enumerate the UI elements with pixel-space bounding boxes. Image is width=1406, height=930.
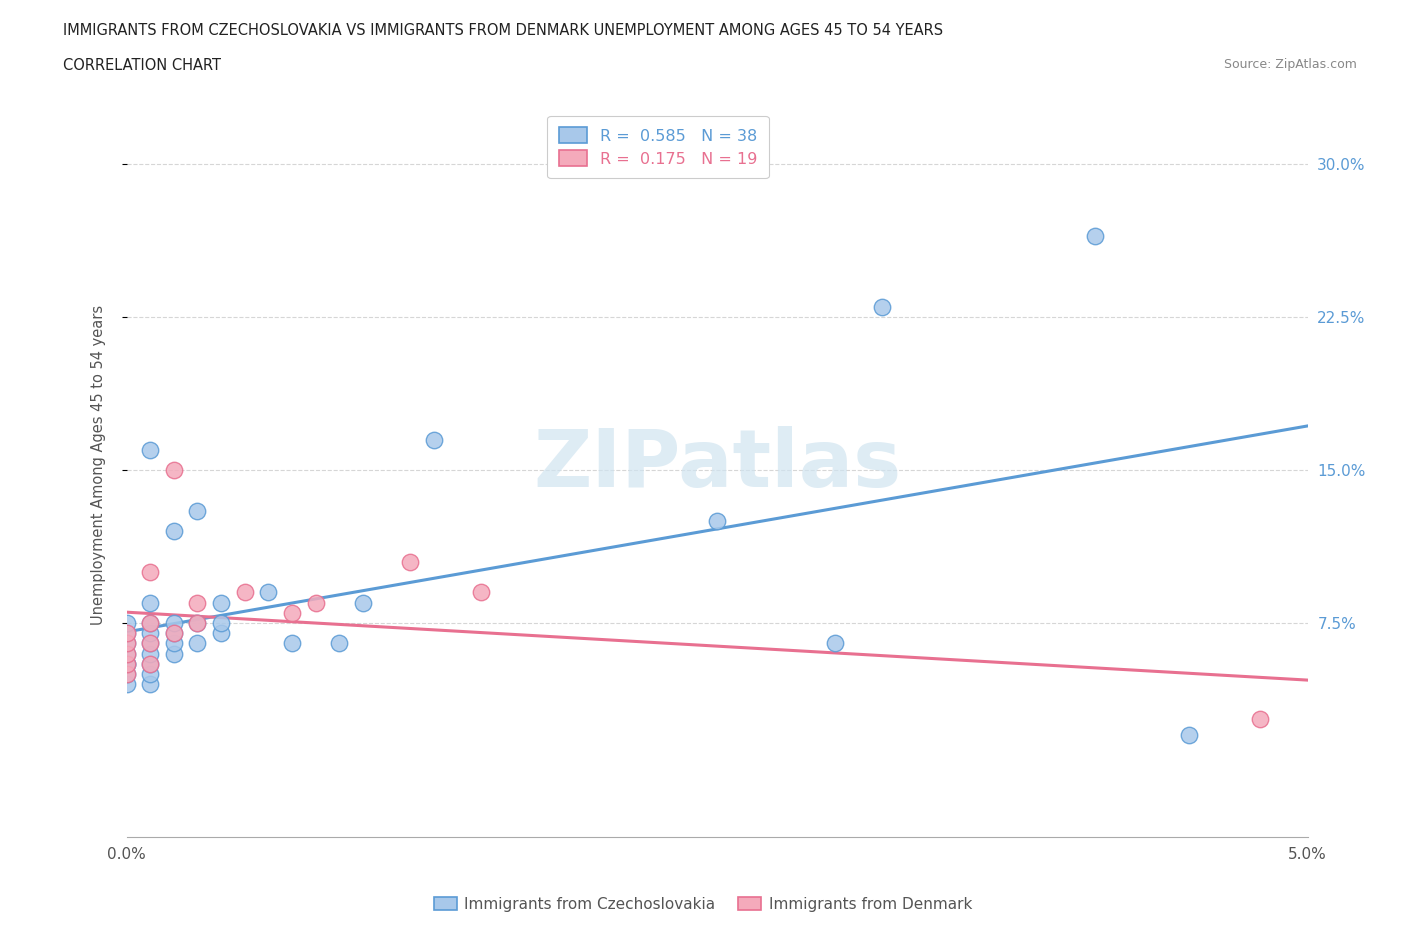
Point [209, 626, 232, 641]
Point [139, 657, 162, 671]
Point [115, 657, 138, 671]
Point [209, 595, 232, 610]
Point [139, 616, 162, 631]
Point [115, 616, 138, 631]
Point [115, 677, 138, 692]
Text: ZIPatlas: ZIPatlas [533, 426, 901, 504]
Point [139, 677, 162, 692]
Text: IMMIGRANTS FROM CZECHOSLOVAKIA VS IMMIGRANTS FROM DENMARK UNEMPLOYMENT AMONG AGE: IMMIGRANTS FROM CZECHOSLOVAKIA VS IMMIGR… [63, 23, 943, 38]
Point [422, 432, 444, 447]
Point [139, 646, 162, 661]
Point [139, 616, 162, 631]
Point [163, 636, 186, 651]
Point [328, 636, 350, 651]
Point [139, 443, 162, 458]
Point [1249, 711, 1271, 726]
Point [139, 636, 162, 651]
Legend: Immigrants from Czechoslovakia, Immigrants from Denmark: Immigrants from Czechoslovakia, Immigran… [427, 890, 979, 918]
Y-axis label: Unemployment Among Ages 45 to 54 years: Unemployment Among Ages 45 to 54 years [91, 305, 105, 625]
Point [399, 554, 422, 569]
Point [139, 657, 162, 671]
Point [233, 585, 256, 600]
Point [115, 657, 138, 671]
Point [186, 595, 208, 610]
Point [186, 636, 208, 651]
Point [115, 626, 138, 641]
Point [115, 646, 138, 661]
Point [824, 636, 846, 651]
Point [115, 657, 138, 671]
Point [115, 636, 138, 651]
Point [1084, 228, 1107, 243]
Point [115, 636, 138, 651]
Point [163, 626, 186, 641]
Point [281, 605, 304, 620]
Point [139, 667, 162, 682]
Point [163, 646, 186, 661]
Point [281, 636, 304, 651]
Point [115, 626, 138, 641]
Point [872, 299, 894, 314]
Point [257, 585, 280, 600]
Point [115, 646, 138, 661]
Point [470, 585, 492, 600]
Point [304, 595, 326, 610]
Point [115, 667, 138, 682]
Point [139, 565, 162, 579]
Legend: R =  0.585   N = 38, R =  0.175   N = 19: R = 0.585 N = 38, R = 0.175 N = 19 [547, 116, 769, 178]
Point [352, 595, 374, 610]
Point [139, 626, 162, 641]
Point [163, 626, 186, 641]
Text: Source: ZipAtlas.com: Source: ZipAtlas.com [1223, 58, 1357, 71]
Point [139, 595, 162, 610]
Point [186, 503, 208, 518]
Point [706, 513, 728, 528]
Point [139, 636, 162, 651]
Point [209, 616, 232, 631]
Point [1178, 727, 1201, 742]
Point [115, 667, 138, 682]
Point [163, 462, 186, 477]
Point [186, 616, 208, 631]
Point [163, 524, 186, 538]
Text: CORRELATION CHART: CORRELATION CHART [63, 58, 221, 73]
Point [186, 616, 208, 631]
Point [163, 616, 186, 631]
